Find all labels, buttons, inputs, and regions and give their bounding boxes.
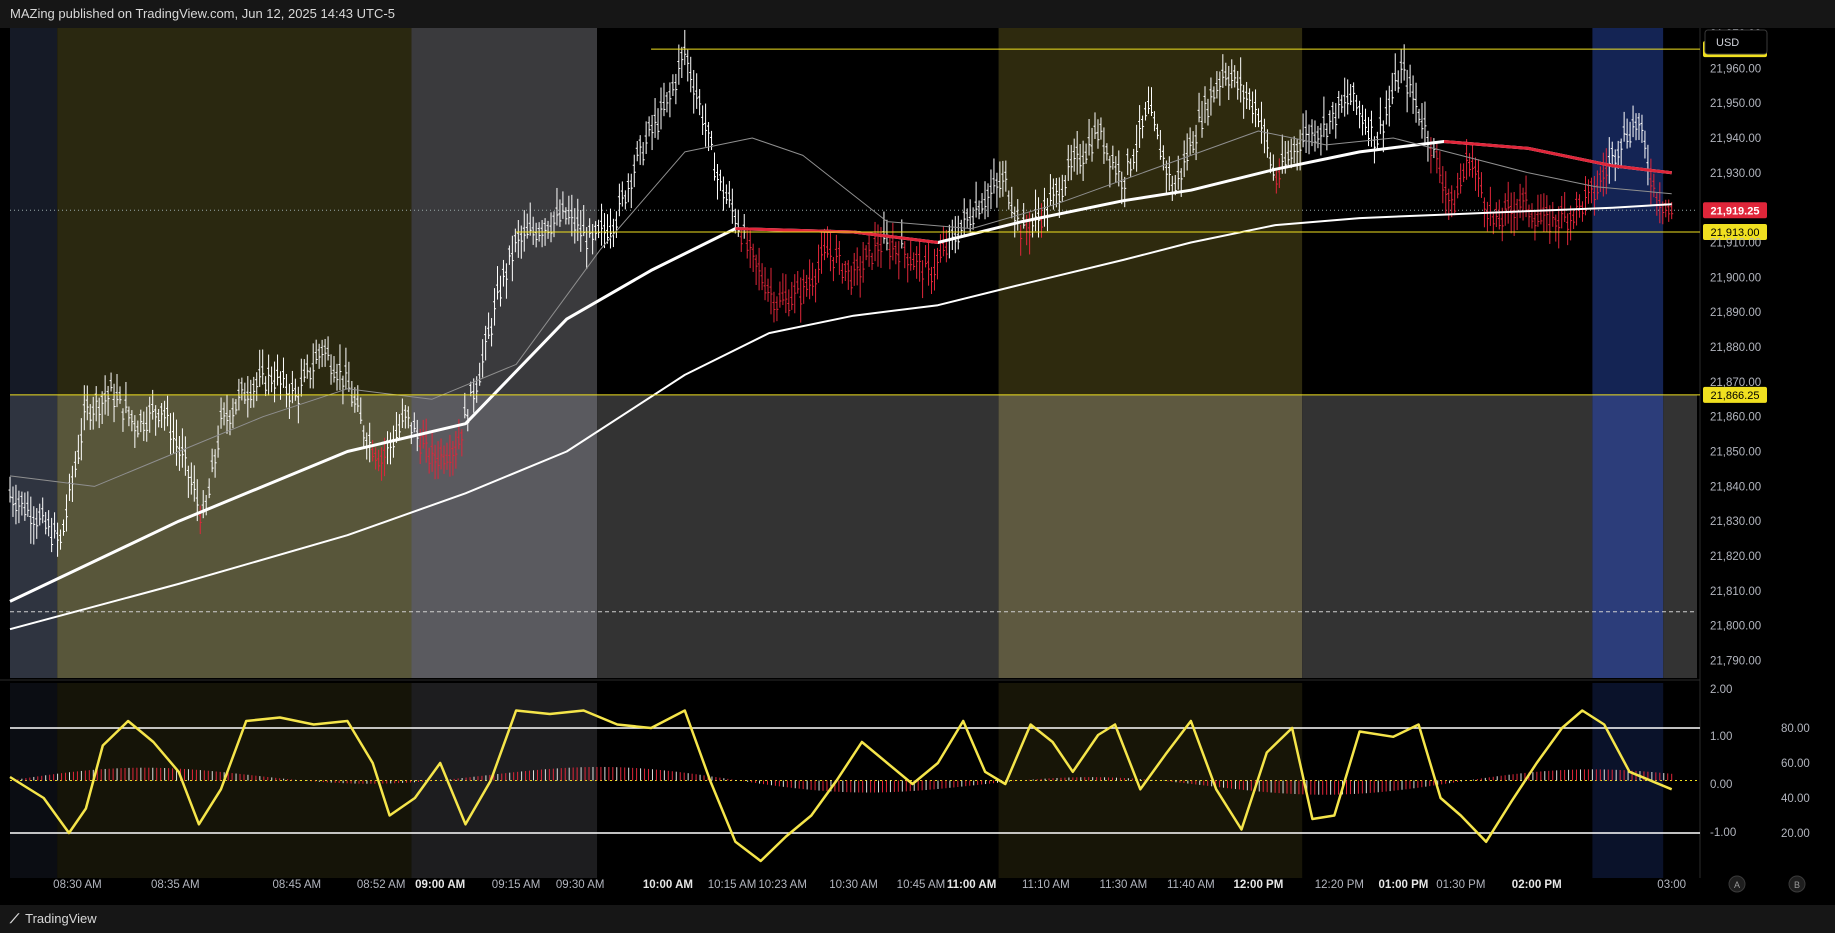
- session-band: [998, 394, 1303, 678]
- time-tick-label: 09:30 AM: [556, 879, 605, 891]
- time-tick-label: 11:00 AM: [947, 879, 996, 891]
- last-price-tag: [1703, 202, 1767, 219]
- price-tick-label: 21,840.00: [1710, 481, 1761, 493]
- price-tick-label: 21,860.00: [1710, 412, 1761, 424]
- price-chart[interactable]: 21,965.5021,913.0021,866.2521,970.0021,9…: [0, 28, 1835, 905]
- price-tick-label: 21,830.00: [1710, 516, 1761, 528]
- level-price-tag: [1703, 386, 1767, 403]
- time-tick-label: 08:45 AM: [272, 879, 321, 891]
- time-tick-label: 10:45 AM: [897, 879, 946, 891]
- session-band: [1592, 394, 1664, 678]
- price-tick-label: 21,850.00: [1710, 447, 1761, 459]
- time-tick-label: 10:15 AM: [708, 879, 757, 891]
- session-shade: [10, 28, 58, 395]
- oscillator-right-tick: 20.00: [1781, 828, 1810, 840]
- moving-average-down-segment: [1443, 140, 1672, 175]
- level-price-label: 21,913.00: [1711, 227, 1760, 239]
- price-tick-label: 21,890.00: [1710, 307, 1761, 319]
- scale-mode-label: A: [1734, 880, 1740, 890]
- oscillator-left-tick: 1.00: [1710, 731, 1732, 743]
- scale-mode-button[interactable]: [1728, 875, 1746, 893]
- price-tick-label: 21,870.00: [1710, 377, 1761, 389]
- time-tick-label: 10:30 AM: [829, 879, 878, 891]
- price-tick-label: 21,910.00: [1710, 237, 1761, 249]
- time-tick-label: 09:00 AM: [415, 879, 465, 891]
- session-band: [57, 394, 412, 678]
- price-tick-label: 21,880.00: [1710, 342, 1761, 354]
- oscillator-histogram: [13, 766, 1673, 795]
- session-band: [411, 394, 598, 678]
- oscillator-right-tick: 40.00: [1781, 793, 1810, 805]
- level-price-tag: [1703, 224, 1767, 241]
- time-tick-label: 11:30 AM: [1100, 879, 1148, 891]
- oscillator-right-tick: 60.00: [1781, 758, 1810, 770]
- time-tick-label: 03:00: [1657, 879, 1686, 891]
- level-price-label: 21,866.25: [1711, 390, 1760, 402]
- time-tick-label: 02:00 PM: [1512, 879, 1562, 891]
- time-tick-label: 09:15 AM: [492, 879, 541, 891]
- oscillator-left-tick: 0.00: [1710, 779, 1732, 791]
- price-tick-label: 21,960.00: [1710, 63, 1761, 75]
- price-tick-label: 21,950.00: [1710, 98, 1761, 110]
- publish-caption: MAZing published on TradingView.com, Jun…: [10, 6, 395, 21]
- session-shade: [1302, 28, 1593, 395]
- session-shade: [597, 28, 999, 395]
- time-tick-label: 08:30 AM: [53, 879, 102, 891]
- price-tick-label: 21,930.00: [1710, 168, 1761, 180]
- footer-bar: ⟋ TradingView: [0, 905, 1835, 933]
- time-tick-label: 01:00 PM: [1379, 879, 1429, 891]
- currency-label[interactable]: USD: [1716, 37, 1739, 49]
- moving-average-line: [9, 203, 1672, 631]
- price-axis-panel: [1700, 28, 1835, 905]
- tradingview-logo-icon: ⟋: [10, 911, 20, 926]
- time-tick-label: 12:20 PM: [1315, 879, 1364, 891]
- session-shade: [57, 28, 412, 395]
- time-tick-label: 11:40 AM: [1167, 879, 1215, 891]
- price-tick-label: 21,820.00: [1710, 551, 1761, 563]
- time-tick-label: 01:30 PM: [1436, 879, 1485, 891]
- time-tick-label: 08:52 AM: [357, 879, 406, 891]
- price-tick-label: 21,800.00: [1710, 621, 1761, 633]
- time-tick-label: 10:00 AM: [643, 879, 693, 891]
- session-band: [1663, 394, 1697, 678]
- oscillator-line: [9, 709, 1673, 863]
- oscillator-left-tick: -1.00: [1710, 827, 1736, 839]
- price-tick-label: 21,940.00: [1710, 133, 1761, 145]
- time-tick-label: 10:23 AM: [758, 879, 807, 891]
- session-band: [597, 394, 999, 678]
- oscillator-right-tick: 80.00: [1781, 723, 1810, 735]
- publish-header: MAZing published on TradingView.com, Jun…: [0, 0, 1835, 28]
- price-tick-label: 21,790.00: [1710, 656, 1761, 668]
- last-price-label: 21,919.25: [1711, 205, 1760, 217]
- scale-mode-label: B: [1794, 880, 1800, 890]
- currency-selector: [1704, 29, 1768, 55]
- tradingview-brand[interactable]: ⟋ TradingView: [10, 905, 97, 933]
- time-tick-label: 08:35 AM: [151, 879, 200, 891]
- session-shade: [1592, 28, 1664, 395]
- time-tick-label: 11:10 AM: [1022, 879, 1070, 891]
- price-tick-label: 21,810.00: [1710, 586, 1761, 598]
- time-tick-label: 12:00 PM: [1233, 879, 1283, 891]
- brand-label: TradingView: [25, 911, 97, 926]
- session-band: [1302, 394, 1593, 678]
- session-shade: [998, 28, 1303, 395]
- oscillator-left-tick: 2.00: [1710, 684, 1732, 696]
- time-axis-panel: [0, 878, 1835, 905]
- scale-mode-button[interactable]: [1788, 875, 1806, 893]
- price-tick-label: 21,900.00: [1710, 272, 1761, 284]
- moving-average-line: [9, 130, 1672, 487]
